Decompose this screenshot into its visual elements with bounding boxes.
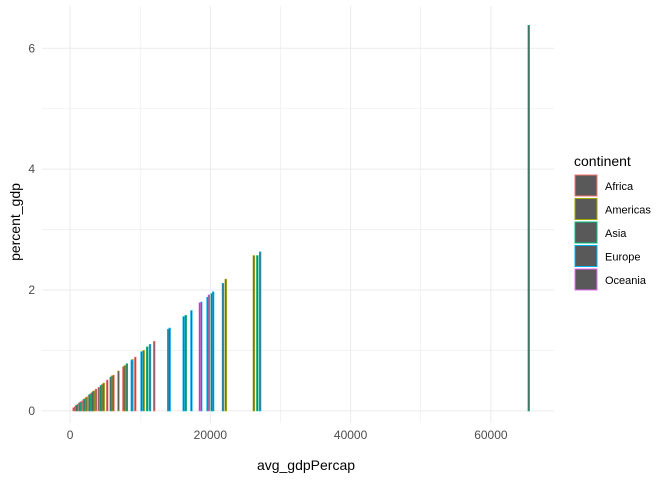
bar-europe: [258, 251, 262, 412]
x-tick-label: 20000: [194, 428, 228, 442]
bar-asia: [91, 391, 94, 412]
bar-africa: [97, 386, 100, 412]
legend-label-asia: Asia: [605, 228, 627, 240]
bar-americas: [117, 370, 120, 412]
bar-asia: [75, 405, 78, 412]
legend-key-africa: [574, 174, 598, 197]
legend-label-europe: Europe: [605, 252, 640, 264]
bar-asia: [88, 394, 91, 412]
grid: [42, 6, 554, 423]
bar-europe: [140, 351, 143, 412]
bar-oceania: [207, 294, 211, 412]
bar-europe: [148, 344, 152, 412]
bar-europe: [190, 310, 193, 412]
bar-asia: [78, 402, 82, 412]
bar-americas: [224, 278, 227, 412]
legend-key-americas: [574, 198, 598, 220]
bar-asia: [256, 255, 259, 412]
bar-africa: [134, 356, 137, 412]
bar-americas: [252, 255, 255, 412]
bar-asia: [146, 346, 149, 412]
x-axis-title: avg_gdpPercap: [257, 457, 355, 473]
bar-europe: [221, 283, 225, 412]
legend-key-oceania: [574, 268, 598, 291]
bar-africa: [106, 379, 109, 412]
legend-title: continent: [574, 153, 631, 169]
y-tick-label: 6: [28, 41, 35, 55]
bar-americas: [85, 397, 88, 412]
y-axis-title: percent_gdp: [7, 183, 23, 261]
legend-key-asia: [574, 221, 598, 244]
legend-label-oceania: Oceania: [605, 275, 647, 287]
bar-americas: [123, 365, 126, 412]
bars: [72, 24, 530, 412]
x-tick-label: 60000: [474, 428, 508, 442]
bar-americas: [102, 382, 105, 412]
bar-asia: [82, 399, 86, 412]
y-tick-label: 2: [28, 283, 35, 297]
bar-asia: [527, 24, 530, 412]
legend-key-europe: [574, 245, 598, 267]
bar-asia: [184, 315, 187, 412]
y-axis-ticks: 0 2 4 6: [28, 41, 35, 418]
y-tick-label: 4: [28, 162, 35, 176]
bar-asia: [125, 363, 129, 412]
x-tick-label: 0: [67, 428, 74, 442]
x-axis-ticks: 0 20000 40000 60000: [67, 428, 508, 442]
x-tick-label: 40000: [334, 428, 368, 442]
bar-americas: [142, 350, 145, 412]
bar-europe: [182, 316, 185, 412]
bar-asia: [109, 376, 112, 412]
bar-africa: [94, 388, 98, 412]
y-tick-label: 0: [28, 404, 35, 418]
legend-label-africa: Africa: [605, 181, 634, 193]
bar-europe: [168, 327, 171, 412]
legend-label-americas: Americas: [605, 205, 651, 217]
bar-europe: [211, 291, 215, 412]
bar-oceania: [198, 302, 201, 412]
bar-asia: [99, 385, 103, 412]
bar-europe: [130, 359, 133, 412]
bar-africa: [153, 341, 156, 412]
legend: continent Africa Americas Asia Europe Oceani…: [574, 153, 651, 291]
